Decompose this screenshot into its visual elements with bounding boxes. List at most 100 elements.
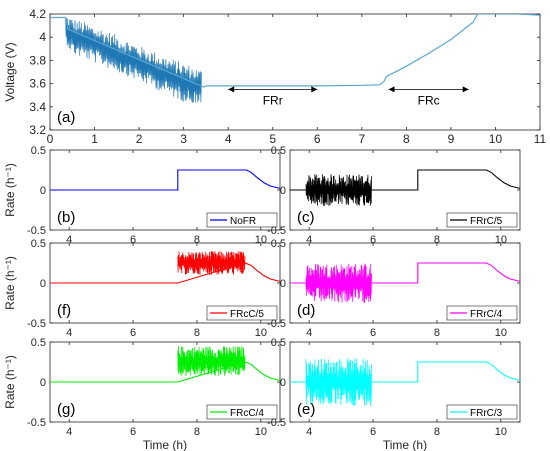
y-tick-label: 0: [40, 278, 46, 290]
x-axis-label: Time (h): [143, 438, 187, 451]
panel-label: (a): [57, 109, 75, 126]
x-tick-label: 3: [180, 132, 187, 146]
panel-c: 4 6 8 10-0.500.5(c) FRrC/5: [267, 145, 521, 246]
x-tick-label: 6: [130, 327, 136, 339]
x-tick-label: 8: [434, 426, 440, 438]
legend-box: [206, 212, 278, 228]
regulation-noise-series: [305, 263, 372, 303]
legend-box: [206, 404, 278, 420]
annotation-label: FRr: [263, 93, 283, 107]
y-tick-label: -0.5: [27, 225, 46, 237]
x-tick-label: 10: [255, 327, 267, 339]
x-tick-label: 4: [66, 426, 72, 438]
y-tick-label: 3.8: [29, 53, 46, 67]
y-tick-label: 3.2: [29, 123, 46, 137]
x-tick-label: 10: [489, 132, 503, 146]
panel-label: (g): [57, 401, 75, 418]
series-line: [50, 361, 280, 383]
y-tick-label: 0: [40, 185, 46, 197]
regulation-noise-series: [305, 358, 372, 407]
legend-box: [446, 212, 518, 228]
y-tick-label: 0.5: [31, 337, 46, 349]
series-line: [50, 169, 280, 191]
y-tick-label: 0: [40, 377, 46, 389]
series-line: [50, 14, 540, 88]
y-tick-label: 0.5: [271, 238, 286, 250]
annotation-arrowhead-right: [311, 86, 318, 93]
plot-area: [290, 358, 520, 407]
y-tick-label: -0.5: [27, 318, 46, 330]
legend-label: FRcC/5: [230, 309, 264, 320]
legend-label: FRcC/4: [230, 408, 264, 419]
x-tick-label: 8: [434, 234, 440, 246]
plot-area: [290, 169, 520, 206]
y-tick-label: -0.5: [267, 225, 286, 237]
series-line: [50, 262, 280, 284]
y-tick-label: -0.5: [267, 417, 286, 429]
panel-g: 4 6 8 10 -0.5 0 0.5 Rate (h⁻¹) Time (h) (g) FRcC/4: [3, 337, 281, 451]
annotation-arrowhead-right: [462, 86, 469, 93]
panel-label: (c): [297, 209, 315, 226]
legend-box: [446, 404, 518, 420]
plot-area: [290, 262, 520, 303]
legend-box: [446, 305, 518, 321]
series-line: [290, 361, 520, 383]
plot-frame: [49, 13, 541, 131]
x-tick-label: 11: [534, 132, 547, 146]
y-tick-label: 0: [280, 185, 286, 197]
legend-label: FRrC/4: [470, 309, 503, 320]
x-tick-label: 7: [358, 132, 365, 146]
series-line: [290, 169, 520, 191]
x-tick-label: 4: [66, 234, 72, 246]
annotation-arrowhead-left: [228, 86, 235, 93]
legend-box: [206, 305, 278, 321]
panel-label: (f): [57, 302, 71, 319]
annotation-arrowhead-left: [388, 86, 395, 93]
panel-d: 4 6 8 10 -0.5 0 0.5 (d) FRrC/4: [267, 238, 521, 339]
x-tick-label: 4: [306, 327, 312, 339]
y-tick-label: -0.5: [27, 417, 46, 429]
x-tick-label: 4: [66, 327, 72, 339]
x-axis-label: Time (h): [383, 438, 427, 451]
regulation-noise-series: [305, 174, 372, 206]
x-tick-label: 6: [370, 234, 376, 246]
x-tick-label: 6: [370, 327, 376, 339]
legend-label: NoFR: [230, 216, 256, 227]
plot-area: [50, 346, 280, 383]
regulation-noise-series: [177, 251, 246, 276]
y-axis-label: Rate (h⁻¹): [3, 163, 17, 217]
x-tick-label: 8: [194, 426, 200, 438]
y-tick-label: 0: [280, 278, 286, 290]
plot-area: [50, 169, 280, 191]
x-tick-label: 4: [225, 132, 232, 146]
x-tick-label: 5: [269, 132, 276, 146]
y-axis-label: Rate (h⁻¹): [3, 256, 17, 310]
panel-e: 4 6 8 10 -0.5 0 0.5 Time (h) (e) FRrC/3: [267, 337, 521, 451]
x-tick-label: 9: [448, 132, 455, 146]
panel-a: 0 1 2 3 4 5 6 7 8 9 10 11 3.2 3.4 3.6 3.8 4 4.2 Voltage (V…: [3, 7, 547, 146]
plot-area: [50, 251, 280, 284]
y-tick-label: 0.5: [271, 145, 286, 157]
panel-f: 4 6 8 10 -0.5 0 0.5 Rate (h⁻¹) (f) FRcC/5: [3, 238, 281, 339]
plot-area: [50, 14, 540, 103]
y-tick-label: 4: [39, 30, 46, 44]
x-tick-label: 8: [403, 132, 410, 146]
x-tick-label: 8: [194, 327, 200, 339]
y-tick-label: 0: [280, 377, 286, 389]
y-axis-label: Voltage (V): [3, 42, 17, 101]
x-tick-label: 8: [194, 234, 200, 246]
x-tick-label: 10: [495, 426, 507, 438]
x-tick-label: 4: [306, 426, 312, 438]
x-tick-label: 1: [91, 132, 98, 146]
x-tick-label: 10: [495, 327, 507, 339]
x-tick-label: 6: [130, 426, 136, 438]
x-tick-label: 6: [314, 132, 321, 146]
x-tick-label: 10: [255, 426, 267, 438]
annotation-label: FRc: [418, 93, 440, 107]
y-tick-label: 3.6: [29, 77, 46, 91]
panel-label: (b): [57, 209, 75, 226]
y-tick-label: -0.5: [267, 318, 286, 330]
y-tick-label: 0.5: [271, 337, 286, 349]
